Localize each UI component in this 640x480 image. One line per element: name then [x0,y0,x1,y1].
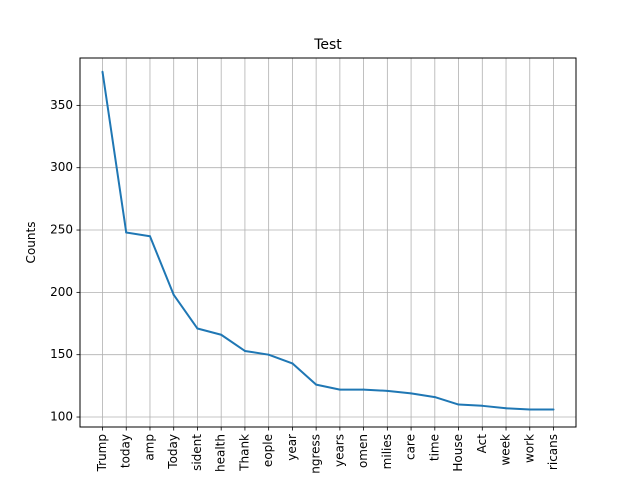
chart-title: Test [313,37,342,53]
x-tick-label: House [451,434,465,472]
data-point [101,70,104,73]
plot-frame [79,57,577,428]
x-tick-label: year [285,434,299,461]
y-tick-label: 150 [50,347,73,361]
x-axis: Trump today amp Today sident health Thank eople… [95,427,560,474]
x-tick-label: eople [261,434,275,467]
x-tick-label: ngress [309,434,323,474]
data-point [362,388,365,391]
data-point [528,408,531,411]
x-tick-label: care [404,434,418,460]
data-point [267,353,270,356]
series-layer [101,70,555,411]
y-tick-label: 200 [50,285,73,299]
data-point [291,362,294,365]
data-point [338,388,341,391]
data-point [315,383,318,386]
y-tick-label: 300 [50,160,73,174]
x-tick-label: week [499,434,513,466]
data-point [220,333,223,336]
x-tick-label: work [522,434,536,463]
series-line [101,71,554,411]
x-tick-label: sident [190,434,204,471]
x-tick-label: today [119,434,133,468]
x-tick-label: ricans [546,434,560,470]
x-tick-label: Today [166,434,180,470]
data-point [386,389,389,392]
data-point [410,392,413,395]
y-tick-label: 350 [50,98,73,112]
data-point [243,349,246,352]
data-point [433,396,436,399]
x-tick-label: Thank [237,434,251,472]
data-point [457,403,460,406]
y-axis: 100 150 200 250 300 350 [50,98,80,424]
grid [80,58,576,427]
x-tick-label: milies [380,434,394,469]
x-tick-label: years [332,434,346,467]
data-point [552,408,555,411]
x-tick-label: Act [475,434,489,454]
data-point [148,235,151,238]
data-point [481,404,484,407]
y-axis-label: Counts [24,222,38,264]
x-tick-label: amp [142,434,156,461]
data-point [505,407,508,410]
y-tick-label: 100 [50,410,73,424]
x-tick-label: omen [356,434,370,468]
x-tick-label: Trump [95,434,109,472]
y-tick-label: 250 [50,223,73,237]
x-tick-label: health [214,434,228,472]
x-tick-label: time [427,434,441,461]
data-point [125,231,128,234]
data-point [196,327,199,330]
data-point [172,293,175,296]
